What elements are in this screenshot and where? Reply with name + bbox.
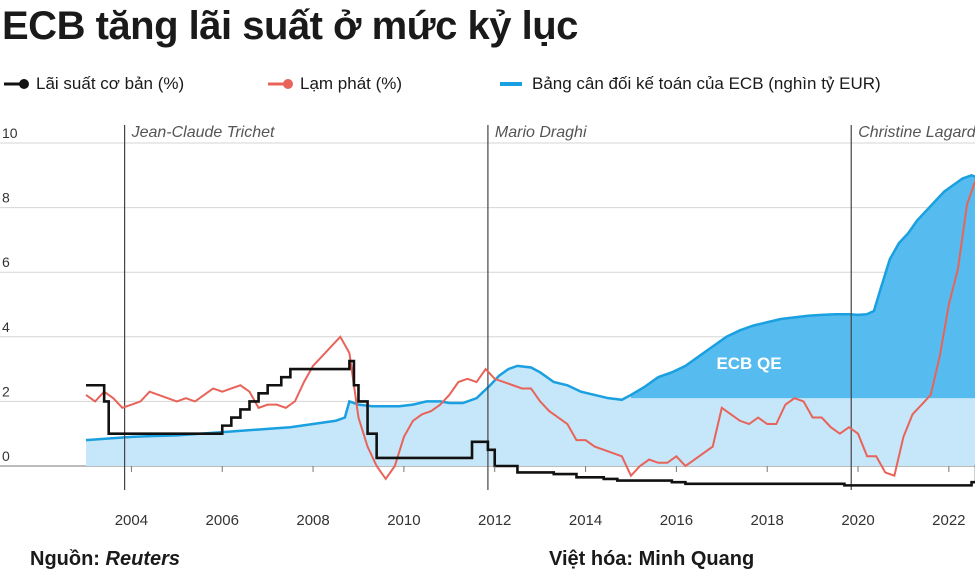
inflation-line	[85, 178, 975, 481]
legend-line-dot-icon	[4, 77, 30, 91]
chart-plot: 0 2 4 6 8 10 Jean-Claude Trichet Mario Draghi Ch…	[0, 124, 975, 529]
y-tick-label: 10	[2, 125, 18, 141]
x-tick-label: 2012	[478, 512, 511, 529]
x-tick-label: 2004	[115, 512, 148, 529]
source-note: Nguồn: Reuters	[30, 548, 180, 571]
qe-annotation: ECB QE	[716, 354, 781, 373]
president-label: Mario Draghi	[495, 124, 587, 141]
legend-line-dot-icon	[268, 77, 294, 91]
x-tick-label: 2022	[932, 512, 965, 529]
y-tick-label: 6	[2, 254, 10, 270]
source-value: Reuters	[105, 548, 181, 570]
x-tick-label: 2008	[296, 512, 329, 529]
president-label: Christine Lagarde	[858, 124, 975, 141]
x-tick-label: 2016	[660, 512, 693, 529]
credit-note: Việt hóa: Minh Quang	[549, 548, 755, 570]
x-tick-label: 2014	[569, 512, 602, 529]
legend: Lãi suất cơ bản (%) Lạm phát (%) Bảng câ…	[0, 74, 975, 102]
x-tick-label: 2018	[751, 512, 784, 529]
x-tick-label: 2006	[206, 512, 239, 529]
president-label: Jean-Claude Trichet	[131, 124, 275, 141]
y-tick-label: 0	[2, 448, 10, 464]
rate-line	[86, 359, 975, 487]
chart-title: ECB tăng lãi suất ở mức kỷ lục	[2, 4, 578, 48]
legend-label-balance: Bảng cân đối kế toán của ECB (nghìn tỷ E…	[532, 74, 881, 93]
legend-label-rate: Lãi suất cơ bản (%)	[36, 74, 185, 93]
source-label: Nguồn:	[30, 548, 100, 570]
qe-area	[630, 175, 975, 399]
legend-label-inflation: Lạm phát (%)	[300, 74, 403, 93]
y-tick-label: 8	[2, 190, 10, 206]
x-tick-label: 2020	[841, 512, 874, 529]
balance-line	[85, 173, 975, 442]
legend-item-inflation: Lạm phát (%)	[268, 74, 402, 94]
legend-item-rate: Lãi suất cơ bản (%)	[4, 74, 184, 94]
y-tick-label: 2	[2, 383, 10, 399]
x-tick-label: 2010	[387, 512, 420, 529]
legend-item-balance: Bảng cân đối kế toán của ECB (nghìn tỷ E…	[500, 74, 881, 94]
y-tick-label: 4	[2, 319, 10, 335]
legend-line-icon	[500, 77, 526, 91]
